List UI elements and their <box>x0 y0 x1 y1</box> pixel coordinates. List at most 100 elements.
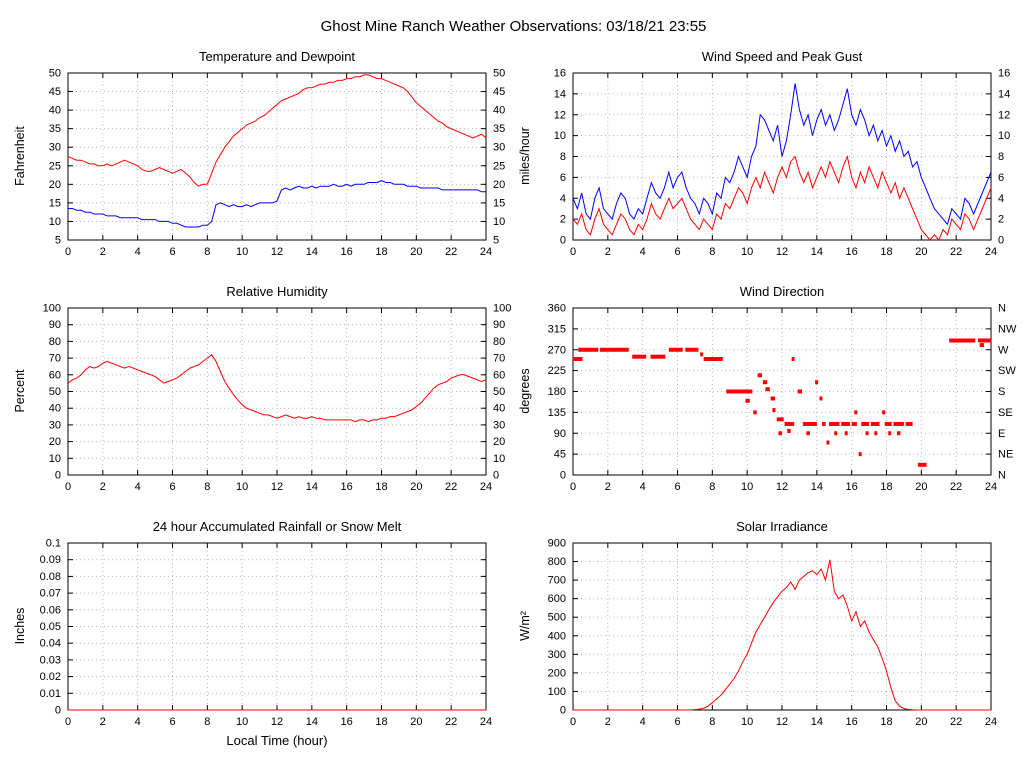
svg-text:0: 0 <box>65 481 71 493</box>
svg-text:16: 16 <box>846 246 858 258</box>
svg-text:NE: NE <box>998 449 1013 461</box>
svg-text:360: 360 <box>548 303 566 315</box>
svg-text:900: 900 <box>548 538 566 550</box>
svg-text:0.02: 0.02 <box>40 671 61 683</box>
plot-area: 0 2 4 6 8 10 12 14 16 18 20 22 240100200300400500600… <box>548 538 997 729</box>
svg-text:0: 0 <box>55 470 61 482</box>
svg-text:10: 10 <box>554 130 566 142</box>
svg-text:12: 12 <box>998 109 1010 121</box>
svg-text:50: 50 <box>493 68 505 80</box>
svg-text:0.03: 0.03 <box>40 654 61 666</box>
svg-text:24: 24 <box>480 716 492 728</box>
svg-text:270: 270 <box>548 344 566 356</box>
svg-text:16: 16 <box>846 716 858 728</box>
svg-text:20: 20 <box>915 481 927 493</box>
svg-text:14: 14 <box>554 88 566 100</box>
panel-relative-humidity: 0 2 4 6 8 10 12 14 16 18 20 22 24 0 0 10 10 20 20 30 30 40 40 5… <box>8 278 513 513</box>
svg-text:30: 30 <box>493 419 505 431</box>
svg-text:400: 400 <box>548 630 566 642</box>
svg-text:22: 22 <box>445 481 457 493</box>
svg-text:18: 18 <box>375 481 387 493</box>
svg-text:700: 700 <box>548 575 566 587</box>
chart-title: Relative Humidity <box>226 284 328 299</box>
svg-text:14: 14 <box>306 716 318 728</box>
svg-text:N: N <box>998 303 1006 315</box>
svg-text:0: 0 <box>55 705 61 717</box>
svg-text:2: 2 <box>605 246 611 258</box>
svg-text:20: 20 <box>410 716 422 728</box>
rainfall-chart: 0 2 4 6 8 10 12 14 16 18 20 22 2400.010.020.030.040.… <box>13 519 492 748</box>
svg-text:8: 8 <box>560 151 566 163</box>
svg-text:10: 10 <box>741 481 753 493</box>
svg-text:0.1: 0.1 <box>46 538 61 550</box>
svg-text:180: 180 <box>548 386 566 398</box>
svg-text:16: 16 <box>846 481 858 493</box>
svg-text:14: 14 <box>998 88 1010 100</box>
svg-text:2: 2 <box>605 716 611 728</box>
chart-title: 24 hour Accumulated Rainfall or Snow Mel… <box>153 519 402 534</box>
svg-text:30: 30 <box>49 142 61 154</box>
svg-text:70: 70 <box>49 353 61 365</box>
panel-wind-direction: 0 2 4 6 8 10 12 14 16 18 20 22 24 0 N 45 NE 90 E 135 SE 180 S 2… <box>513 278 1018 513</box>
svg-text:NW: NW <box>998 323 1017 335</box>
svg-text:16: 16 <box>341 481 353 493</box>
svg-text:5: 5 <box>55 235 61 247</box>
svg-text:22: 22 <box>445 246 457 258</box>
svg-text:10: 10 <box>49 453 61 465</box>
svg-text:E: E <box>998 428 1005 440</box>
svg-text:6: 6 <box>560 172 566 184</box>
svg-text:22: 22 <box>445 716 457 728</box>
svg-text:35: 35 <box>49 123 61 135</box>
svg-text:315: 315 <box>548 323 566 335</box>
svg-text:18: 18 <box>375 246 387 258</box>
svg-text:2: 2 <box>560 214 566 226</box>
svg-text:30: 30 <box>493 142 505 154</box>
svg-text:10: 10 <box>998 130 1010 142</box>
svg-text:5: 5 <box>493 235 499 247</box>
svg-text:225: 225 <box>548 365 566 377</box>
svg-text:12: 12 <box>271 716 283 728</box>
svg-text:22: 22 <box>950 246 962 258</box>
svg-text:20: 20 <box>493 179 505 191</box>
svg-text:10: 10 <box>493 216 505 228</box>
svg-text:4: 4 <box>135 246 141 258</box>
svg-text:25: 25 <box>49 160 61 172</box>
svg-text:25: 25 <box>493 160 505 172</box>
svg-text:40: 40 <box>49 403 61 415</box>
svg-text:135: 135 <box>548 407 566 419</box>
svg-text:4: 4 <box>135 481 141 493</box>
x-axis-label: Local Time (hour) <box>226 733 327 748</box>
svg-text:70: 70 <box>493 353 505 365</box>
svg-text:0: 0 <box>570 481 576 493</box>
svg-text:20: 20 <box>49 179 61 191</box>
svg-text:24: 24 <box>480 246 492 258</box>
svg-text:N: N <box>998 470 1006 482</box>
svg-text:2: 2 <box>100 246 106 258</box>
svg-text:2: 2 <box>605 481 611 493</box>
svg-text:16: 16 <box>341 716 353 728</box>
svg-text:8: 8 <box>204 481 210 493</box>
svg-text:0: 0 <box>493 470 499 482</box>
svg-text:22: 22 <box>950 481 962 493</box>
svg-text:0: 0 <box>560 705 566 717</box>
svg-text:14: 14 <box>811 716 823 728</box>
svg-text:4: 4 <box>640 246 646 258</box>
svg-text:24: 24 <box>985 481 997 493</box>
panel-temperature-dewpoint: 0 2 4 6 8 10 12 14 16 18 20 22 24 5 5 10 10 15 15 20 20 25 25 3… <box>8 43 513 278</box>
svg-text:18: 18 <box>375 716 387 728</box>
svg-text:60: 60 <box>493 369 505 381</box>
svg-text:0.01: 0.01 <box>40 688 61 700</box>
svg-text:90: 90 <box>554 428 566 440</box>
svg-text:12: 12 <box>271 481 283 493</box>
svg-text:0.04: 0.04 <box>40 638 61 650</box>
svg-text:600: 600 <box>548 593 566 605</box>
svg-text:0: 0 <box>570 716 576 728</box>
svg-text:14: 14 <box>811 481 823 493</box>
svg-text:0: 0 <box>560 235 566 247</box>
